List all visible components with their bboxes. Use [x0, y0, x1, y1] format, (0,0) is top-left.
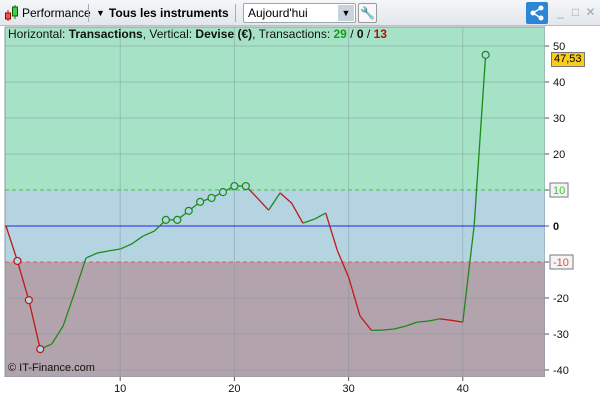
equity-segment [428, 318, 441, 322]
equity-segment [417, 320, 429, 323]
separator: / [346, 27, 357, 41]
divider [88, 4, 89, 22]
winning-count: 29 [333, 27, 347, 41]
equity-segment [336, 249, 350, 278]
y-tick-label: -10 [553, 257, 569, 269]
new-low-marker [24, 296, 33, 305]
y-tick-label: -30 [553, 329, 569, 341]
axis-area [0, 377, 545, 400]
chart-info: Horizontal: Transactions, Vertical: Devi… [8, 27, 387, 41]
new-high-marker [196, 197, 205, 206]
new-high-marker [161, 215, 170, 224]
axis-area [545, 27, 600, 400]
period-select[interactable]: Aujourd'hui ▼ [243, 3, 356, 23]
period-value: Aujourd'hui [248, 6, 308, 20]
performance-menu[interactable]: Performance [4, 0, 91, 26]
new-low-marker [13, 256, 22, 266]
equity-segment [314, 212, 327, 220]
divider [235, 4, 236, 22]
equity-segment [268, 192, 281, 211]
equity-segment [85, 252, 98, 259]
new-low-marker [36, 345, 45, 354]
y-tick-label: 50 [553, 41, 565, 53]
y-tick-label: 20 [553, 149, 565, 161]
neutral-count: 0 [356, 27, 364, 41]
x-tick-label: 10 [114, 383, 126, 395]
x-tick-label: 30 [342, 383, 354, 395]
new-high-marker [173, 215, 182, 224]
last-value-badge: 47,53 [551, 52, 585, 67]
equity-segment [131, 235, 144, 245]
toolbar: Performance ▼ Tous les instruments Aujou… [0, 0, 600, 26]
equity-segment [382, 328, 395, 331]
equity-segment [62, 292, 76, 327]
equity-segment [108, 248, 121, 252]
equity-segment [405, 321, 418, 327]
equity-segment [451, 319, 463, 323]
y-tick-label: 30 [553, 113, 565, 125]
new-high-marker [207, 193, 216, 203]
equity-segment [16, 260, 30, 301]
equity-segment [439, 318, 452, 321]
minimize-button[interactable]: _ [557, 5, 564, 19]
equity-segment [302, 218, 315, 224]
separator: / [363, 27, 374, 41]
new-high-marker [230, 181, 239, 191]
x-tick-label: 40 [457, 383, 469, 395]
copyright: © IT-Finance.com [8, 362, 95, 374]
performance-label: Performance [22, 6, 91, 20]
new-high-marker [218, 188, 228, 197]
equity-segment [28, 300, 41, 350]
horizontal-value: Transactions [68, 27, 143, 41]
equity-segment [325, 212, 338, 251]
instruments-label: Tous les instruments [108, 6, 229, 20]
equity-segment [97, 250, 109, 254]
instruments-dropdown[interactable]: ▼ Tous les instruments [96, 0, 229, 26]
maximize-button[interactable]: □ [571, 5, 580, 19]
equity-segment [51, 325, 64, 345]
dropdown-arrow-icon: ▼ [96, 8, 105, 18]
y-tick-label: 40 [553, 77, 565, 89]
transactions-label: , Transactions: [252, 27, 334, 41]
equity-segment [142, 230, 155, 237]
equity-segment [256, 197, 270, 211]
equity-segment [347, 276, 361, 317]
chevron-down-icon: ▼ [338, 5, 354, 21]
y-tick-label: 10 [553, 185, 565, 197]
candlestick-icon [5, 5, 18, 21]
new-high-marker [481, 50, 490, 59]
wrench-icon: 🔧 [360, 6, 375, 20]
equity-segment [394, 325, 406, 330]
upper-band [5, 27, 545, 190]
equity-segment [119, 243, 132, 250]
share-icon [530, 5, 544, 21]
losing-count: 13 [373, 27, 387, 41]
equity-segment [462, 224, 475, 323]
y-tick-label: -40 [553, 365, 569, 377]
equity-segment [473, 54, 487, 225]
equity-segment [290, 202, 304, 224]
x-tick-label: 20 [228, 383, 240, 395]
equity-segment [5, 225, 19, 262]
equity-segment [359, 315, 372, 331]
lower-band [5, 262, 545, 377]
performance-chart[interactable]: 10 20 30 40 50 40 30 20 10 0 -10 -20 -30 -40 [0, 26, 600, 400]
horizontal-label: Horizontal: [8, 27, 69, 41]
equity-segment [73, 257, 87, 294]
equity-segment [279, 192, 292, 204]
y-tick-label: -20 [553, 293, 569, 305]
new-high-marker [184, 206, 193, 215]
threshold-badge [549, 254, 574, 270]
threshold-badge [549, 182, 569, 198]
vertical-value: Devise (€) [195, 27, 253, 41]
new-high-marker [241, 181, 250, 191]
close-button[interactable]: ✕ [585, 5, 596, 19]
settings-button[interactable]: 🔧 [358, 3, 377, 23]
y-tick-label: 0 [553, 221, 559, 233]
share-button[interactable] [526, 2, 548, 24]
vertical-label: , Vertical: [142, 27, 196, 41]
